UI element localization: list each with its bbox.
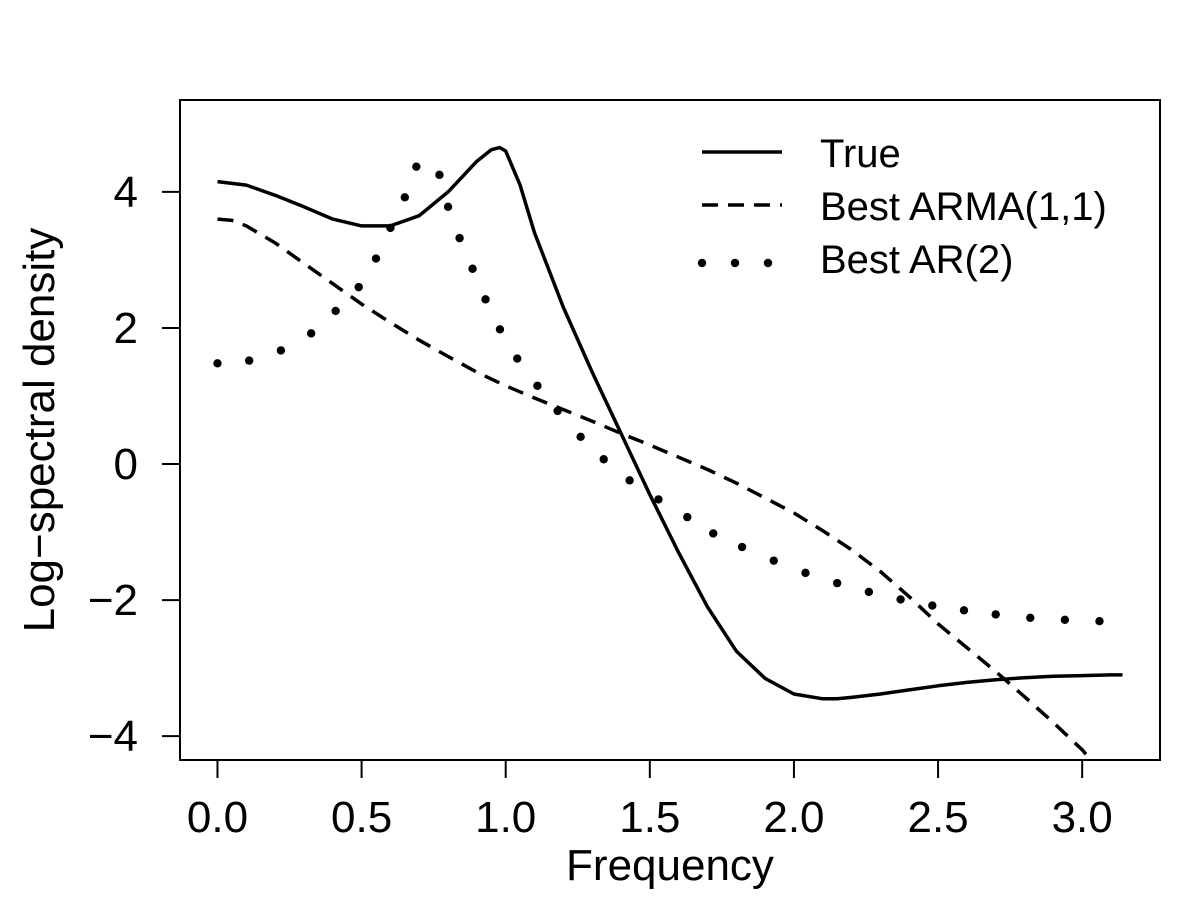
series-layer — [213, 145, 1123, 762]
series-point-best-ar-2 — [412, 162, 421, 171]
y-tick-label: 2 — [114, 304, 138, 353]
x-tick-label: 0.0 — [187, 793, 248, 842]
series-point-best-ar-2 — [991, 610, 1000, 619]
series-line-best-arma-1-1 — [217, 217, 1093, 762]
legend-swatch-best-ar-2 — [763, 258, 773, 268]
series-point-best-ar-2 — [769, 556, 778, 565]
series-point-best-ar-2 — [576, 432, 585, 442]
legend: True Best ARMA(1,1) Best AR(2) — [697, 132, 1107, 282]
series-point-best-ar-2 — [928, 601, 937, 610]
y-tick-label: 4 — [114, 168, 138, 217]
legend-label-best-arma-1-1: Best ARMA(1,1) — [820, 185, 1107, 229]
series-point-best-ar-2 — [468, 264, 477, 273]
series-point-best-ar-2 — [244, 356, 254, 365]
y-tick-label: −4 — [88, 712, 138, 761]
series-point-best-ar-2 — [1095, 616, 1104, 626]
series-point-best-ar-2 — [1026, 613, 1035, 622]
series-point-best-ar-2 — [443, 202, 453, 212]
x-axis: 0.0 0.5 1.0 1.5 2.0 2.5 3.0 — [187, 759, 1113, 842]
series-point-best-ar-2 — [306, 329, 316, 338]
series-point-best-ar-2 — [371, 254, 381, 263]
x-tick-label: 1.0 — [475, 793, 536, 842]
series-point-best-ar-2 — [513, 354, 522, 363]
series-point-best-ar-2 — [533, 381, 542, 390]
series-point-best-ar-2 — [959, 606, 969, 615]
series-point-best-ar-2 — [654, 495, 663, 504]
series-point-best-ar-2 — [599, 455, 608, 464]
x-axis-title: Frequency — [566, 841, 774, 890]
series-point-best-ar-2 — [709, 529, 718, 538]
series-point-best-ar-2 — [400, 193, 410, 202]
x-tick-label: 2.0 — [763, 793, 824, 842]
series-point-best-ar-2 — [495, 325, 505, 334]
series-point-best-ar-2 — [864, 587, 874, 597]
series-line-true — [217, 145, 1123, 701]
series-best-ar-2 — [213, 162, 1104, 626]
y-tick-label: −2 — [88, 576, 138, 625]
x-tick-label: 1.5 — [619, 793, 680, 842]
x-tick-label: 0.5 — [331, 793, 392, 842]
series-point-best-ar-2 — [896, 595, 905, 604]
series-point-best-ar-2 — [625, 476, 634, 485]
legend-swatch-best-ar-2 — [697, 258, 707, 268]
series-point-best-ar-2 — [801, 568, 810, 578]
series-point-best-ar-2 — [455, 233, 464, 243]
series-point-best-ar-2 — [386, 223, 395, 233]
legend-label-true: True — [820, 132, 901, 176]
series-point-best-ar-2 — [354, 282, 363, 292]
y-axis-title: Log−spectral density — [15, 228, 64, 633]
legend-swatch-best-ar-2 — [730, 258, 740, 268]
series-point-best-ar-2 — [683, 512, 692, 522]
y-tick-label: 0 — [114, 440, 138, 489]
series-point-best-ar-2 — [1060, 615, 1070, 625]
series-point-best-ar-2 — [481, 295, 490, 304]
series-point-best-ar-2 — [737, 542, 747, 552]
x-tick-label: 3.0 — [1052, 793, 1113, 842]
series-point-best-ar-2 — [553, 406, 562, 416]
legend-label-best-ar-2: Best AR(2) — [820, 238, 1013, 282]
series-point-best-ar-2 — [213, 359, 222, 368]
series-point-best-ar-2 — [331, 306, 340, 316]
x-tick-label: 2.5 — [907, 793, 968, 842]
series-point-best-ar-2 — [435, 170, 444, 180]
series-point-best-ar-2 — [832, 578, 842, 588]
y-axis: −4 −2 0 2 4 — [88, 168, 181, 761]
series-point-best-ar-2 — [276, 346, 286, 355]
